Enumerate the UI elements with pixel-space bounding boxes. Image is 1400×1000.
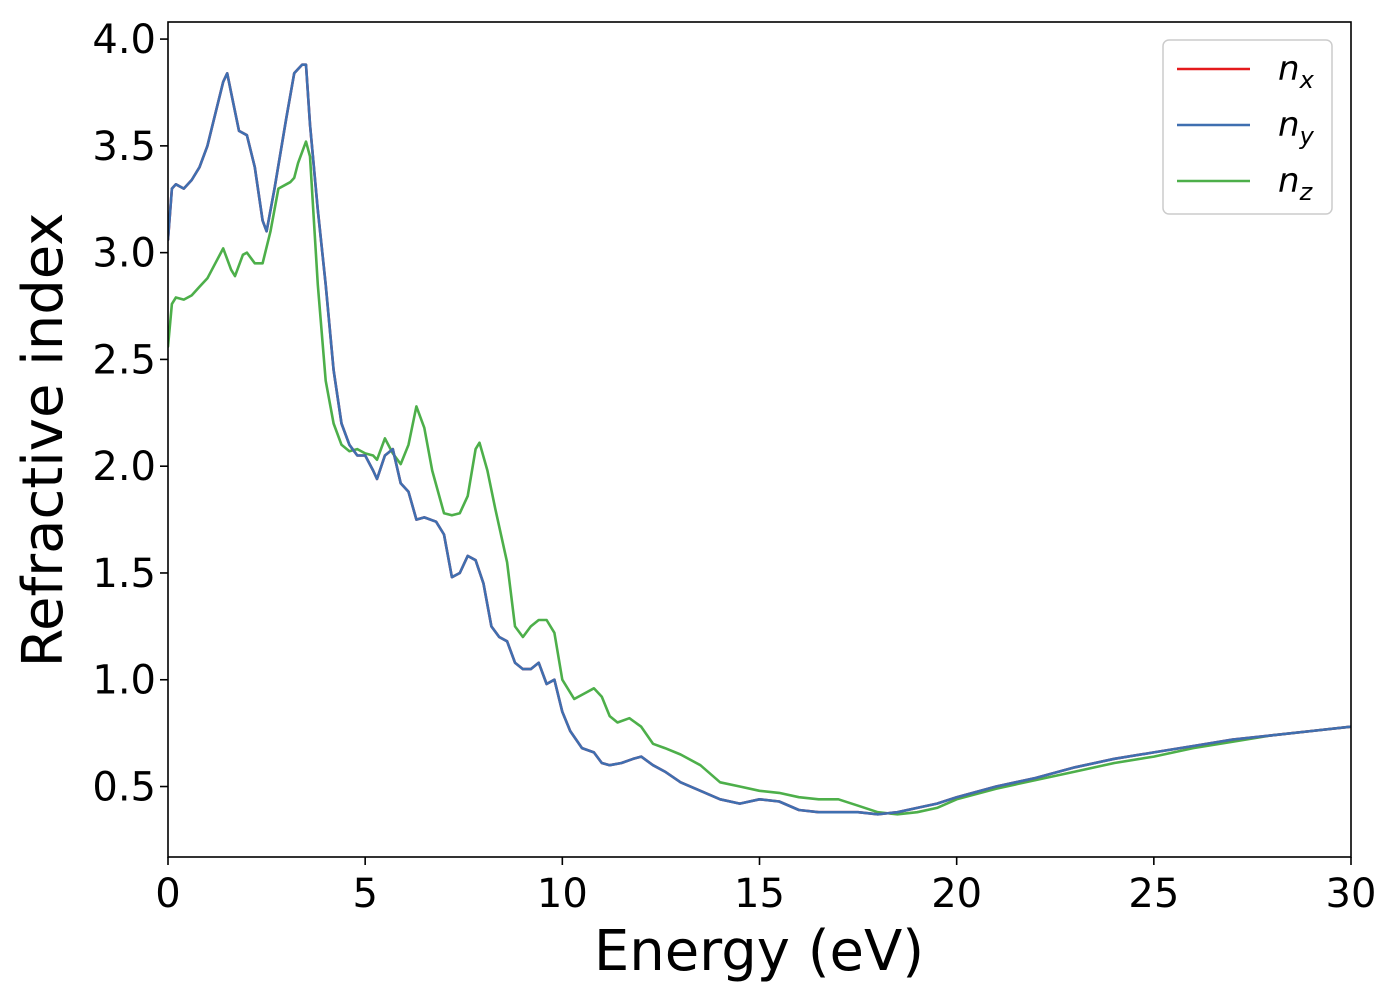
- series-layer: [168, 63, 1351, 816]
- x-tick-label: 20: [931, 871, 982, 917]
- series-line-nz: [168, 140, 1351, 816]
- legend-label-base: n: [1278, 161, 1300, 201]
- legend-label-nx: nx: [1278, 49, 1315, 94]
- y-tick-label: 1.5: [92, 551, 156, 597]
- x-tick-label: 10: [537, 871, 588, 917]
- legend-label-base: n: [1278, 49, 1300, 89]
- y-tick-label: 0.5: [92, 765, 156, 811]
- x-tick-label: 25: [1128, 871, 1179, 917]
- legend-frame: [1162, 39, 1333, 215]
- series-line-ny: [168, 63, 1351, 816]
- x-axis-label: Energy (eV): [594, 919, 924, 984]
- plot-background: [168, 22, 1351, 857]
- y-axis-label: Refractive index: [11, 213, 76, 668]
- x-axis-ticks: 0 5 10 15 20 25 30: [155, 857, 1376, 917]
- legend-label-ny: ny: [1278, 105, 1315, 150]
- y-tick-label: 1.0: [92, 658, 156, 704]
- x-tick-label: 15: [734, 871, 785, 917]
- y-tick-label: 4.0: [92, 17, 156, 63]
- x-tick-label: 0: [155, 871, 180, 917]
- y-tick-label: 3.5: [92, 124, 156, 170]
- y-tick-label: 2.5: [92, 337, 156, 383]
- legend-label-base: n: [1278, 105, 1300, 145]
- legend-label-subscript: x: [1299, 66, 1315, 94]
- y-axis-ticks: 0.5 1.0 1.5 2.0 2.5 3.0 3.5 4.0: [92, 17, 168, 811]
- x-tick-label: 30: [1326, 871, 1377, 917]
- x-tick-label: 5: [352, 871, 377, 917]
- legend-label-subscript: z: [1299, 178, 1314, 206]
- y-tick-label: 3.0: [92, 231, 156, 277]
- legend-label-subscript: y: [1299, 122, 1315, 150]
- legend-label-nz: nz: [1278, 161, 1314, 206]
- y-tick-label: 2.0: [92, 444, 156, 490]
